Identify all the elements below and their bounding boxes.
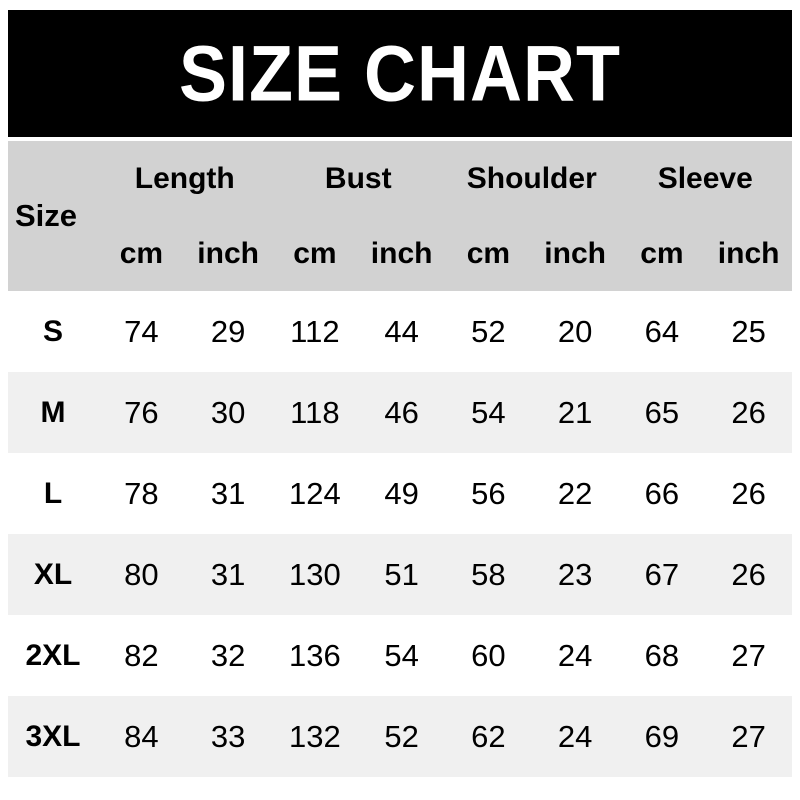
measurement-value: 124 [289,475,341,511]
measurement-value: 31 [210,556,246,592]
unit-header-shoulder-inch: inch [544,236,606,270]
measurement-value: 118 [290,394,340,430]
table-row: S 74 29 112 44 52 20 64 25 [8,291,792,372]
measurement-value: 65 [644,394,680,430]
measurement-value: 54 [471,394,506,430]
unit-header-length-inch: inch [197,236,259,270]
measurement-value: 24 [557,718,593,754]
measurement-value: 66 [644,475,680,511]
measurement-value: 26 [731,556,766,592]
table-row: XL 80 31 130 51 58 23 67 26 [8,534,792,615]
measurement-value: 58 [471,556,506,592]
unit-header-bust-inch: inch [370,236,433,270]
table-row: L 78 31 124 49 56 22 66 26 [8,453,792,534]
measurement-value: 30 [210,394,246,430]
table-row: 2XL 82 32 136 54 60 24 68 27 [8,615,792,696]
measurement-value: 26 [731,475,766,511]
measurement-value: 64 [644,313,680,349]
page-title: SIZE CHART [179,29,621,118]
unit-header-length-cm: cm [119,236,164,270]
measurement-value: 130 [289,556,341,592]
size-label: M [40,395,66,429]
group-header-bust: Bust [324,161,392,195]
measurement-value: 49 [384,475,419,511]
table-row: 3XL 84 33 132 52 62 24 69 27 [8,696,792,777]
measurement-value: 54 [384,637,419,673]
measurement-value: 26 [731,394,766,430]
size-label: L [43,476,63,510]
measurement-value: 56 [471,475,506,511]
measurement-value: 136 [289,637,341,673]
measurement-value: 51 [384,556,419,592]
measurement-value: 132 [289,718,341,754]
measurement-value: 69 [644,718,680,754]
measurement-value: 23 [557,556,593,592]
measurement-value: 60 [471,637,506,673]
measurement-value: 33 [210,718,246,754]
measurement-value: 22 [557,475,593,511]
group-header-length: Length [134,161,235,195]
measurement-value: 24 [557,637,593,673]
measurement-value: 67 [644,556,680,592]
unit-header-bust-cm: cm [293,236,337,270]
measurement-value: 21 [557,394,593,430]
measurement-value: 80 [124,556,159,592]
measurement-value: 112 [290,313,340,349]
unit-header-sleeve-cm: cm [640,236,684,270]
group-header-shoulder: Shoulder [466,161,597,195]
measurement-value: 82 [124,637,159,673]
table-body: S 74 29 112 44 52 20 64 25 M 76 30 118 46 54 21 65 26 L 78 3… [8,291,792,777]
measurement-value: 52 [384,718,419,754]
measurement-value: 68 [644,637,680,673]
measurement-value: 78 [124,475,159,511]
unit-header-shoulder-cm: cm [466,236,511,270]
measurement-value: 27 [731,718,766,754]
measurement-value: 76 [124,394,159,430]
size-label: S [42,314,63,348]
measurement-value: 31 [210,475,246,511]
measurement-value: 52 [471,313,506,349]
measurement-value: 62 [471,718,506,754]
measurement-value: 25 [731,313,766,349]
measurement-value: 29 [210,313,246,349]
measurement-value: 84 [124,718,159,754]
table-header: Size Length Bust Shoulder Sleeve cm inch… [8,141,792,291]
measurement-value: 46 [384,394,419,430]
unit-header-sleeve-inch: inch [717,236,780,270]
group-header-sleeve: Sleeve [657,161,753,195]
measurement-value: 32 [210,637,246,673]
measurement-value: 20 [557,313,593,349]
measurement-value: 27 [731,637,766,673]
size-label: 3XL [25,719,81,753]
title-banner: SIZE CHART [8,10,792,137]
measurement-value: 44 [384,313,419,349]
measurement-value: 74 [124,313,159,349]
size-column-header: Size [15,198,78,233]
table-row: M 76 30 118 46 54 21 65 26 [8,372,792,453]
size-label: XL [33,557,73,591]
size-label: 2XL [25,638,81,672]
